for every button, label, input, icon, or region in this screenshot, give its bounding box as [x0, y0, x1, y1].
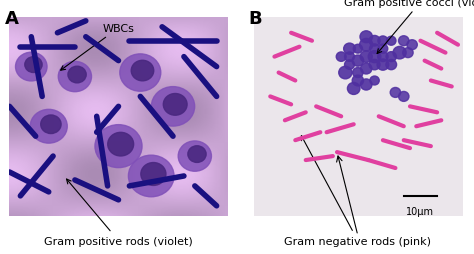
Circle shape: [151, 87, 195, 126]
Circle shape: [30, 110, 67, 144]
Circle shape: [399, 37, 409, 46]
Circle shape: [344, 44, 356, 55]
Text: Gram positive cocci (violet): Gram positive cocci (violet): [344, 0, 474, 54]
Text: Gram negative rods (pink): Gram negative rods (pink): [284, 136, 431, 246]
Circle shape: [369, 60, 380, 71]
Circle shape: [399, 92, 409, 102]
Circle shape: [360, 39, 373, 52]
Circle shape: [68, 67, 86, 84]
Circle shape: [378, 45, 388, 54]
Text: B: B: [249, 10, 263, 28]
Circle shape: [108, 133, 134, 156]
Circle shape: [345, 53, 355, 62]
Circle shape: [352, 56, 364, 67]
Circle shape: [370, 77, 379, 86]
Circle shape: [368, 51, 381, 64]
Circle shape: [178, 141, 211, 171]
Circle shape: [353, 68, 363, 78]
Circle shape: [360, 32, 373, 43]
Circle shape: [120, 55, 161, 92]
Circle shape: [25, 57, 42, 73]
Circle shape: [386, 60, 397, 70]
Circle shape: [58, 62, 91, 92]
Circle shape: [360, 52, 372, 63]
Circle shape: [128, 155, 174, 197]
Circle shape: [141, 163, 166, 186]
Circle shape: [345, 61, 355, 70]
Circle shape: [361, 64, 372, 75]
Circle shape: [41, 116, 61, 134]
Circle shape: [16, 53, 47, 82]
Text: 10μm: 10μm: [406, 206, 435, 216]
Circle shape: [352, 76, 364, 87]
Circle shape: [386, 37, 396, 46]
Circle shape: [403, 49, 413, 58]
Circle shape: [407, 41, 417, 51]
Circle shape: [163, 94, 187, 116]
Text: A: A: [5, 10, 18, 28]
Circle shape: [369, 36, 380, 47]
Circle shape: [377, 60, 389, 71]
Circle shape: [360, 80, 372, 91]
Circle shape: [336, 53, 346, 62]
Circle shape: [370, 45, 380, 54]
Circle shape: [95, 125, 142, 168]
Circle shape: [378, 37, 388, 46]
Circle shape: [347, 83, 360, 95]
Circle shape: [386, 53, 396, 62]
Circle shape: [131, 61, 154, 82]
Circle shape: [393, 47, 406, 60]
Circle shape: [339, 67, 352, 80]
Circle shape: [188, 146, 206, 163]
Circle shape: [378, 53, 388, 62]
Circle shape: [353, 45, 363, 54]
Circle shape: [390, 88, 401, 98]
Text: Gram positive rods (violet): Gram positive rods (violet): [44, 179, 193, 246]
Text: WBCs: WBCs: [61, 24, 135, 71]
